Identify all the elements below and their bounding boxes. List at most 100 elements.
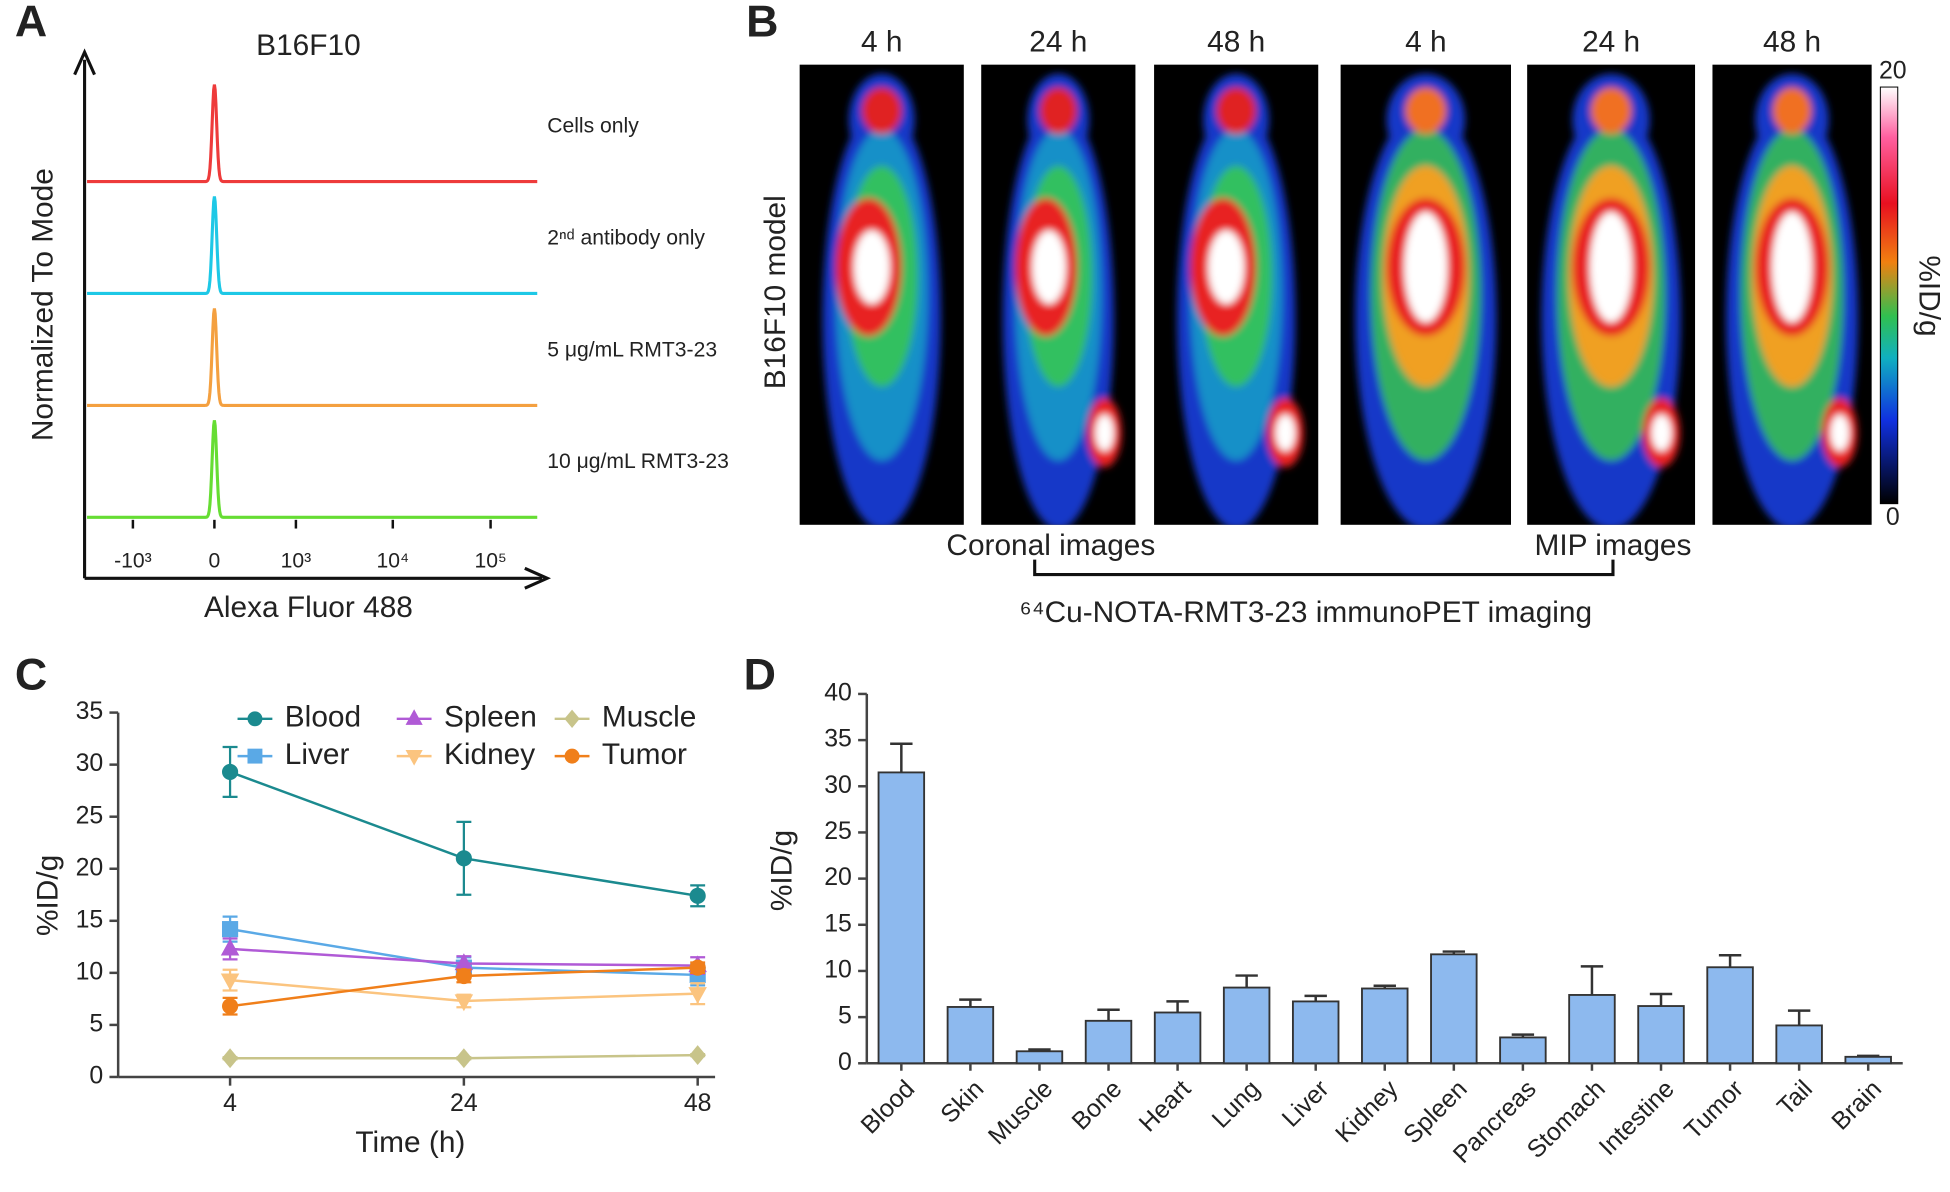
panel-letter: A: [15, 0, 47, 47]
y-tick-label: 15: [824, 909, 852, 937]
y-tick-label: 5: [89, 1009, 103, 1037]
legend-label: Tumor: [602, 738, 687, 771]
panel-letter: D: [744, 650, 776, 700]
legend-marker: [247, 711, 263, 727]
group-label: Coronal images: [946, 529, 1155, 562]
pet-blobs: [1355, 73, 1497, 525]
histogram-curve: [87, 84, 538, 184]
x-tick-label: 4: [223, 1089, 237, 1117]
x-axis-title: Alexa Fluor 488: [204, 591, 413, 624]
legend-label: 2ⁿᵈ antibody only: [547, 226, 705, 249]
pet-blobs: [822, 73, 941, 525]
x-tick-label: 10³: [281, 550, 312, 573]
panel-letter: B: [746, 0, 778, 47]
bar: [877, 771, 926, 1065]
head-spot: [862, 87, 902, 134]
x-tick-label: Skin: [935, 1075, 989, 1129]
bar: [1844, 1055, 1892, 1065]
y-tick-label: 40: [824, 678, 852, 706]
pet-image: [1355, 73, 1497, 525]
colorbar-tick-label: 0: [1886, 503, 1900, 531]
bar: [1153, 1011, 1202, 1065]
marker: [455, 967, 472, 985]
colorbar-label: %ID/g: [1913, 255, 1946, 336]
pet-blobs: [1177, 73, 1304, 525]
bar: [1637, 1005, 1685, 1065]
marker: [220, 938, 240, 956]
organ-core: [1208, 230, 1245, 304]
head-spot: [1039, 87, 1077, 134]
marker: [221, 1048, 239, 1069]
group-label: MIP images: [1535, 529, 1692, 562]
column-label: 4 h: [861, 25, 902, 58]
bar: [1015, 1050, 1064, 1065]
pet-blobs: [1541, 73, 1681, 525]
organ-core: [1404, 211, 1448, 323]
row-label: B16F10 model: [759, 195, 792, 389]
column-label: 48 h: [1763, 25, 1821, 58]
tumor-core: [1275, 414, 1296, 452]
column-label: 24 h: [1029, 25, 1087, 58]
y-tick-label: 20: [76, 853, 104, 881]
x-tick-label: Intestine: [1594, 1075, 1680, 1161]
y-axis-title: %ID/g: [32, 855, 65, 936]
pet-blobs: [1002, 73, 1122, 525]
tumor-core: [1095, 414, 1114, 452]
y-axis-title: %ID/g: [765, 830, 798, 911]
bar: [1430, 953, 1478, 1065]
legend-label: Spleen: [444, 701, 537, 734]
y-tick-label: 25: [76, 801, 104, 829]
x-arrow: [524, 566, 552, 590]
legend-marker: [247, 748, 263, 764]
x-tick-label: Heart: [1134, 1075, 1197, 1138]
bar: [946, 1006, 995, 1065]
pet-image: [1002, 73, 1122, 525]
legend-label: Muscle: [602, 701, 696, 734]
organ-core: [1771, 211, 1813, 323]
marker: [221, 998, 239, 1015]
head-spot: [1216, 87, 1256, 134]
x-tick-label: Kidney: [1330, 1074, 1404, 1148]
x-tick-label: Tail: [1772, 1075, 1818, 1121]
head-spot: [1772, 87, 1812, 134]
error-bar: [1718, 954, 1742, 968]
error-bar: [890, 742, 913, 773]
legend-label: 10 μg/mL RMT3-23: [547, 450, 729, 473]
x-axis-title: Time (h): [355, 1126, 465, 1159]
pet-blobs: [1726, 73, 1858, 525]
x-tick-label: 10⁴: [377, 550, 410, 573]
column-label: 24 h: [1582, 25, 1640, 58]
bar: [1361, 987, 1409, 1065]
x-tick-label: 48: [684, 1089, 712, 1117]
legend-marker: [405, 750, 423, 766]
x-tick-label: Lung: [1207, 1075, 1266, 1134]
error-bar: [1649, 992, 1673, 1007]
y-tick-label: 10: [824, 956, 852, 984]
bar: [1706, 966, 1754, 1065]
x-tick-label: Tumor: [1679, 1075, 1749, 1145]
histogram-curve: [87, 196, 538, 296]
error-bar: [1787, 1009, 1811, 1026]
marker: [689, 887, 706, 904]
bar: [1084, 1019, 1133, 1065]
x-tick-label: 10⁵: [474, 550, 506, 573]
column-label: 4 h: [1405, 25, 1446, 58]
bar: [1222, 986, 1271, 1065]
bar: [1775, 1024, 1823, 1065]
marker: [454, 994, 474, 1012]
legend-label: 5 μg/mL RMT3-23: [547, 338, 717, 361]
marker: [220, 973, 240, 991]
legend-label: Cells only: [547, 114, 639, 137]
panel-letter: C: [15, 650, 47, 700]
colorbar: [1879, 86, 1899, 505]
error-bar: [1235, 974, 1258, 988]
legend-label: Liver: [285, 738, 350, 771]
legend-marker: [564, 748, 580, 764]
legend-label: Kidney: [444, 738, 535, 771]
legend-marker: [405, 709, 423, 725]
x-tick-label: 0: [209, 550, 221, 573]
organ-core: [853, 230, 890, 304]
legend-marker: [564, 709, 580, 728]
x-tick-label: -10³: [114, 550, 152, 573]
marker: [455, 850, 472, 867]
